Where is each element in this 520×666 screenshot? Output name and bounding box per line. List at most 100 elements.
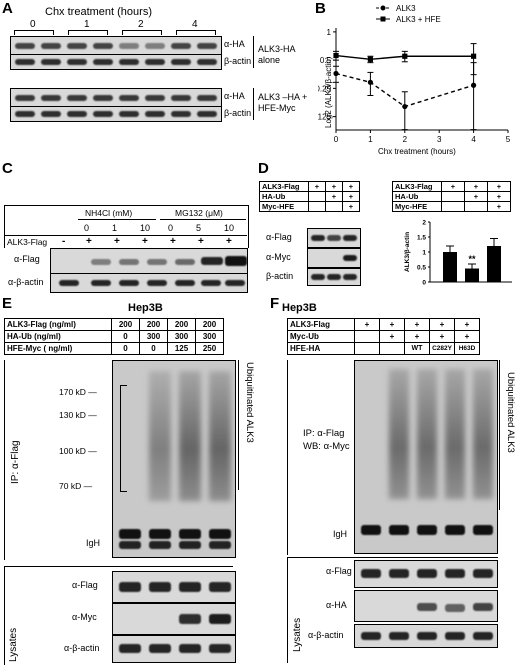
blot-band [91,259,111,265]
panel-c-letter-text: C [2,160,13,177]
d-cell: + [325,181,343,192]
f-cell: + [454,318,480,331]
panel-a-bracket-0 [14,30,54,35]
blot-band [311,235,325,241]
d-row-label-2: Myc-HFE [259,201,309,212]
panel-a-blot-3 [10,88,222,107]
blot-band [417,525,437,535]
e-cell: 300 [167,330,196,343]
blot-band [119,111,139,117]
d-y-tick-label: 2 [422,220,426,227]
panel-b-chart: ALK3 ALK3 + HFE 1 0.5 0.25 0.125 0 1 2 3 4 5 Chx … [318,4,511,156]
b-x-tick-label: 3 [437,135,442,144]
f-cell: + [454,330,480,343]
panel-f-ubi-brace [499,360,503,510]
b-y-tick-label: 0.5 [320,56,332,65]
e-lys-label-actin: α-β-actin [64,643,100,653]
panel-f-lys-flag [354,560,498,588]
d-bar-cell [464,201,488,212]
b-series-line-1 [335,54,474,61]
d-bar-row-label-0: ALK3-Flag [392,181,442,192]
ubiquitin-smear [473,369,493,499]
panel-c-sign: + [114,236,120,247]
panel-c-dose: 0 [84,223,90,233]
blot-band [15,59,35,65]
blot-band [197,43,217,49]
d-y-tick-label: 0 [422,280,426,287]
b-point [402,103,408,110]
blot-band [225,280,245,286]
f-lys-label-flag: α-Flag [326,566,352,576]
f-lys-label-ha: α-HA [326,600,347,610]
f-cell: C282Y [429,342,455,355]
panel-c-row-label: ALK3-Flag [7,237,48,247]
panel-e-mw-marker: 100 kD — [59,446,97,456]
blot-band [473,603,493,611]
panel-f-ip-label-1: IP: α-Flag [303,428,345,439]
blot-band [197,111,217,117]
panel-c-sign: + [142,236,148,247]
blot-band [175,280,195,286]
e-cell: 0 [111,330,140,343]
panel-d-bar-chart: 0 0.5 1 1.5 2 ** [417,220,512,287]
blot-band [67,95,87,101]
panel-a-group1-label: ALK3-HA alone [258,44,296,65]
panel-a-blot-2 [10,54,222,70]
panel-c-blot-label-actin: α-β-actin [8,277,44,287]
panel-c-row-line [4,235,247,236]
blot-band [343,235,357,241]
panel-a-time-3: 4 [192,19,198,30]
d-bar-cell: + [464,181,488,192]
panel-c-sign: + [198,236,204,247]
blot-band [41,59,61,65]
e-cell: 0 [111,342,140,355]
panel-a-group2-label: ALK3 –HA + HFE-Myc [258,92,308,113]
blot-band [417,569,437,578]
ubiquitin-smear [179,371,201,501]
d-cell: + [342,191,360,202]
e-cell: 200 [139,318,168,331]
blot-band [445,525,465,535]
blot-band [445,604,465,612]
blot-band [473,525,493,535]
blot-band [179,582,201,592]
panel-e-lys-actin [112,635,236,663]
panel-e-lysates-label: Lysates [8,627,19,662]
blot-band [41,111,61,117]
d-blot-label-flag: α-Flag [266,232,292,242]
d-row-label-0: ALK3-Flag [259,181,309,192]
d-bar-cell: + [487,191,511,202]
blot-band [147,259,167,265]
panel-d-letter: D [258,160,269,177]
panel-f-lys-ha [354,590,498,622]
panel-f-lysates-label: Lysates [292,617,303,652]
blot-band [343,274,357,280]
d-cell: + [342,181,360,192]
panel-c-dose: 5 [196,223,202,233]
panel-b-letter: B [315,0,326,17]
panel-f-title: Hep3B [282,302,317,314]
blot-band [201,257,223,265]
f-cell: + [379,330,405,343]
blot-band [327,235,341,241]
d-row-label-1: HA-Ub [259,191,309,202]
f-cell: + [379,318,405,331]
d-bar-y-label: ALK3/β-actin [404,231,411,272]
panel-f-lys-actin [354,624,498,648]
f-cell: + [404,330,430,343]
panel-e-ip-label: IP: α-Flag [10,440,21,484]
blot-band [119,280,139,286]
blot-band [145,43,165,49]
panel-a-blot-4 [10,106,222,122]
b-point [471,82,477,88]
blot-band [41,95,61,101]
blot-band [59,280,79,286]
blot-band [209,541,231,549]
b-x-tick-label: 1 [368,135,373,144]
b-x-tick-label: 5 [506,135,511,144]
panel-a-bracket-1 [68,30,108,35]
d-cell: + [325,191,343,202]
blot-band [209,644,231,653]
blot-band [179,529,201,539]
blot-band [361,569,381,578]
